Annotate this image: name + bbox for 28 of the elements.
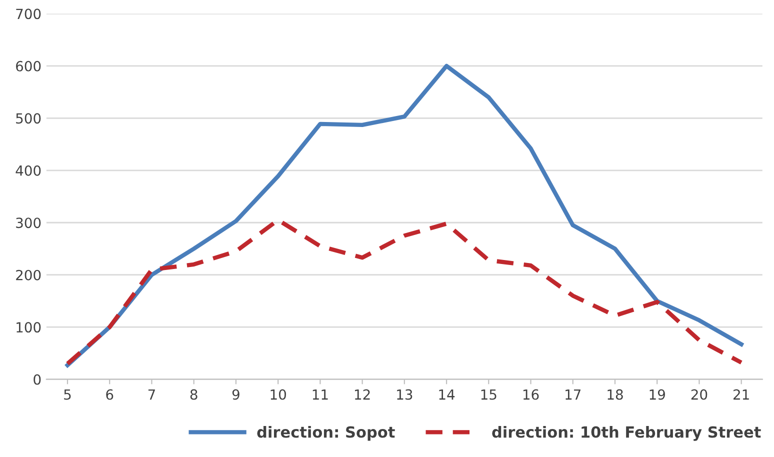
y-tick-label: 0 xyxy=(34,374,41,385)
x-tick-label: 7 xyxy=(148,389,155,400)
line-series xyxy=(65,64,744,368)
x-tick-label: 17 xyxy=(566,389,581,400)
x-tick-label: 11 xyxy=(312,389,328,400)
x-tick-label: 18 xyxy=(608,389,623,400)
x-tick-label: 15 xyxy=(481,389,496,400)
legend-label: direction: 10th February Street xyxy=(492,426,761,441)
x-tick-label: 6 xyxy=(106,389,114,400)
x-tick-label: 5 xyxy=(64,389,71,400)
x-tick-label: 21 xyxy=(734,389,749,400)
y-tick-label: 200 xyxy=(16,270,41,280)
x-tick-label: 16 xyxy=(523,389,539,400)
y-tick-label: 400 xyxy=(16,165,41,176)
y-tick-label: 100 xyxy=(16,322,41,333)
x-tick-label: 20 xyxy=(691,389,708,400)
y-tick-label: 600 xyxy=(16,60,41,72)
x-tick-label: 8 xyxy=(190,389,198,400)
legend-label: direction: Sopot xyxy=(257,426,395,441)
x-tick-label: 12 xyxy=(354,389,370,400)
x-tick-label: 10 xyxy=(270,389,286,400)
x-tick-label: 14 xyxy=(439,389,455,400)
y-tick-label: 500 xyxy=(16,113,41,124)
y-tick-label: 700 xyxy=(16,8,41,20)
y-tick-label: 300 xyxy=(16,218,41,228)
x-tick-label: 9 xyxy=(232,389,240,400)
x-tick-label: 13 xyxy=(397,389,412,400)
x-tick-label: 19 xyxy=(650,389,665,400)
